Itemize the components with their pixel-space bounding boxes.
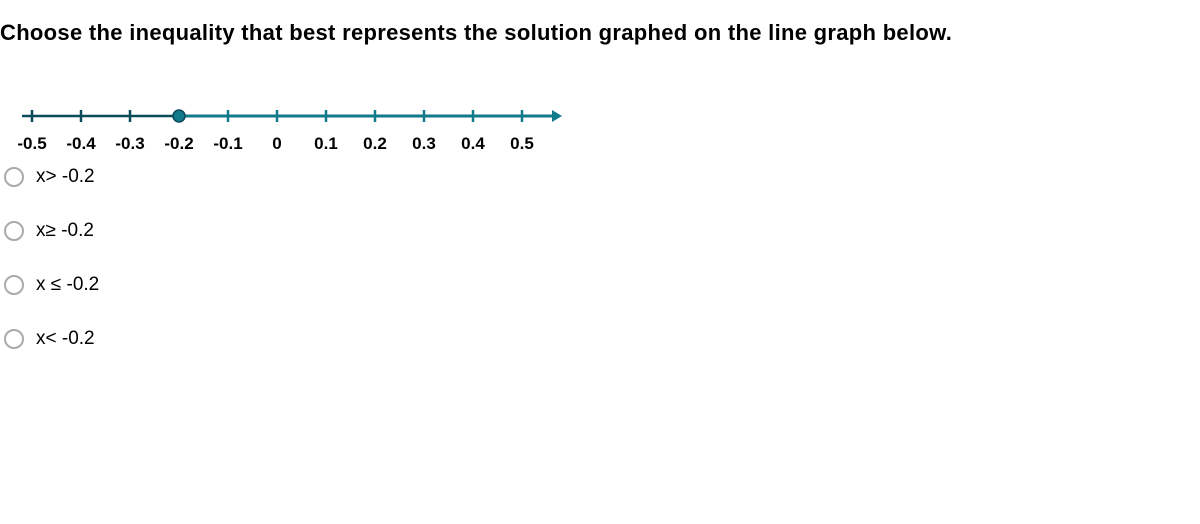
option-label: x< -0.2 [36, 328, 95, 350]
option-3[interactable]: x ≤ -0.2 [4, 274, 1200, 296]
tick-label: -0.2 [164, 134, 193, 154]
tick-label: 0.3 [412, 134, 436, 154]
tick-label: -0.4 [66, 134, 95, 154]
option-label: x ≤ -0.2 [36, 274, 99, 296]
tick-label: 0.2 [363, 134, 387, 154]
number-line-container: -0.5-0.4-0.3-0.2-0.100.10.20.30.40.5 [22, 106, 1200, 134]
tick-label: 0 [272, 134, 281, 154]
tick-label: -0.1 [213, 134, 242, 154]
tick-label: -0.3 [115, 134, 144, 154]
tick-label: -0.5 [17, 134, 46, 154]
radio-button[interactable] [4, 329, 24, 349]
option-2[interactable]: x≥ -0.2 [4, 220, 1200, 242]
option-4[interactable]: x< -0.2 [4, 328, 1200, 350]
option-label: x> -0.2 [36, 166, 95, 188]
tick-label: 0.4 [461, 134, 485, 154]
option-1[interactable]: x> -0.2 [4, 166, 1200, 188]
answer-options: x> -0.2 x≥ -0.2 x ≤ -0.2 x< -0.2 [4, 166, 1200, 350]
number-line [22, 106, 562, 126]
tick-label: 0.1 [314, 134, 338, 154]
number-line-svg [22, 106, 582, 128]
option-label: x≥ -0.2 [36, 220, 94, 242]
radio-button[interactable] [4, 167, 24, 187]
radio-button[interactable] [4, 221, 24, 241]
question-text: Choose the inequality that best represen… [0, 20, 1200, 46]
radio-button[interactable] [4, 275, 24, 295]
tick-label: 0.5 [510, 134, 534, 154]
